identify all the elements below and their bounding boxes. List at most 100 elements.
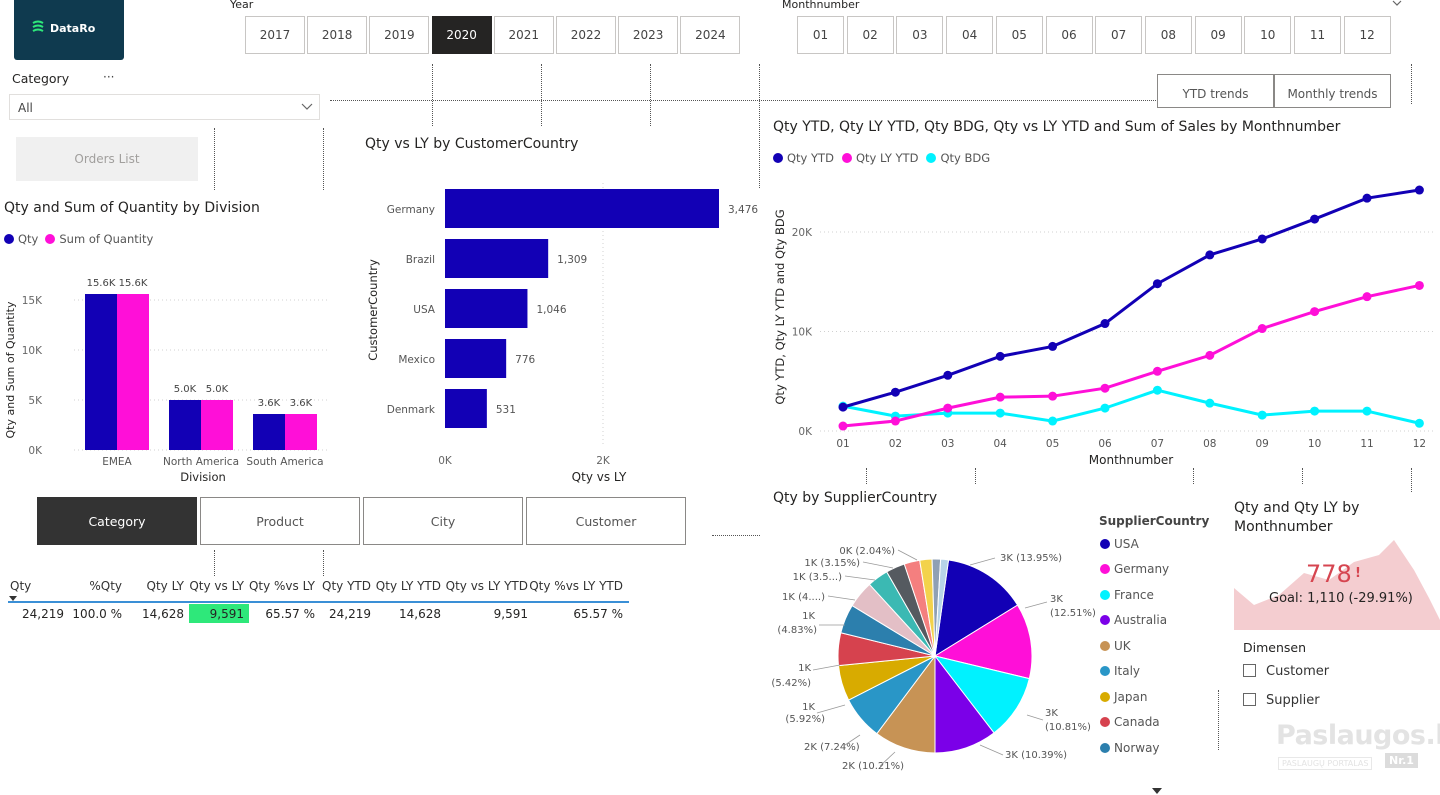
column-header[interactable]: Qty %vs LY xyxy=(248,579,315,593)
year-option-2018[interactable]: 2018 xyxy=(307,16,368,54)
data-point-qty-bdg[interactable] xyxy=(1100,403,1110,413)
month-option-03[interactable]: 03 xyxy=(896,16,944,54)
data-point-qty-bdg[interactable] xyxy=(1310,406,1320,416)
data-point-qty-bdg[interactable] xyxy=(1048,416,1058,426)
bar-sum-of-quantity[interactable] xyxy=(201,400,233,450)
legend-item-norway[interactable]: Norway xyxy=(1100,735,1169,761)
chevron-down-icon[interactable] xyxy=(1392,0,1402,6)
data-point-qty-ly-ytd[interactable] xyxy=(838,421,848,431)
legend-item-usa[interactable]: USA xyxy=(1100,531,1169,557)
legend-item-qty-bdg[interactable]: Qty BDG xyxy=(940,151,991,165)
data-point-qty-ly-ytd[interactable] xyxy=(1100,383,1110,393)
data-point-qty-ly-ytd[interactable] xyxy=(1205,350,1215,360)
data-point-qty-ly-ytd[interactable] xyxy=(1152,366,1162,376)
pie-slice-france[interactable] xyxy=(933,655,1030,734)
month-option-09[interactable]: 09 xyxy=(1194,16,1242,54)
legend-item-qty-ly-ytd[interactable]: Qty LY YTD xyxy=(855,151,919,165)
data-point-qty-bdg[interactable] xyxy=(1257,410,1267,420)
bar-qty[interactable] xyxy=(169,400,201,450)
data-point-qty-ytd[interactable] xyxy=(1048,341,1058,351)
legend-item-qty[interactable]: Qty xyxy=(18,232,39,246)
data-point-qty-bdg[interactable] xyxy=(1414,418,1424,428)
column-header[interactable]: Qty YTD xyxy=(322,579,371,593)
data-point-qty-ly-ytd[interactable] xyxy=(890,416,900,426)
more-options-icon[interactable]: ··· xyxy=(103,70,115,84)
data-point-qty-ly-ytd[interactable] xyxy=(995,392,1005,402)
pie-slice[interactable] xyxy=(934,558,950,657)
legend-item-japan[interactable]: Japan xyxy=(1100,684,1169,710)
legend-item-italy[interactable]: Italy xyxy=(1100,659,1169,685)
bar-qty-vs-ly[interactable] xyxy=(445,339,507,378)
data-point-qty-ytd[interactable] xyxy=(1257,234,1267,244)
data-point-qty-ytd[interactable] xyxy=(1100,319,1110,329)
data-point-qty-ly-ytd[interactable] xyxy=(1310,307,1320,317)
month-option-12[interactable]: 12 xyxy=(1343,16,1391,54)
data-point-qty-bdg[interactable] xyxy=(1152,385,1162,395)
column-header[interactable]: Qty xyxy=(10,579,32,593)
bar-qty-vs-ly[interactable] xyxy=(445,289,528,328)
legend-item-qty-ytd[interactable]: Qty YTD xyxy=(787,151,834,165)
data-point-qty-ytd[interactable] xyxy=(995,351,1005,361)
pie-slice-usa[interactable] xyxy=(934,559,1019,657)
legend-item-germany[interactable]: Germany xyxy=(1100,557,1169,583)
ytd-trends-button[interactable]: YTD trends xyxy=(1157,74,1274,108)
data-point-qty-bdg[interactable] xyxy=(1205,398,1215,408)
bar-qty-vs-ly[interactable] xyxy=(445,389,487,428)
data-point-qty-ly-ytd[interactable] xyxy=(1257,324,1267,334)
legend-item-uk[interactable]: UK xyxy=(1100,633,1169,659)
data-point-qty-ytd[interactable] xyxy=(1414,185,1424,195)
year-option-2020[interactable]: 2020 xyxy=(431,16,492,54)
tab-product[interactable]: Product xyxy=(200,497,360,545)
customer-option-label[interactable]: Customer xyxy=(1266,664,1330,679)
orders-list-button[interactable]: Orders List xyxy=(16,137,198,181)
data-point-qty-ly-ytd[interactable] xyxy=(1048,391,1058,401)
data-point-qty-ytd[interactable] xyxy=(1362,193,1372,203)
month-option-01[interactable]: 01 xyxy=(797,16,844,54)
month-option-11[interactable]: 11 xyxy=(1294,16,1341,54)
tab-city[interactable]: City xyxy=(363,497,523,545)
data-point-qty-ytd[interactable] xyxy=(1205,250,1215,260)
category-dropdown[interactable]: All xyxy=(9,94,320,120)
month-option-02[interactable]: 02 xyxy=(846,16,894,54)
pie-slice-germany[interactable] xyxy=(933,604,1033,680)
bar-qty-vs-ly[interactable] xyxy=(445,239,549,278)
customer-checkbox[interactable] xyxy=(1243,664,1256,677)
column-header[interactable]: Qty LY YTD xyxy=(375,579,441,593)
year-option-2017[interactable]: 2017 xyxy=(245,16,305,54)
tab-category[interactable]: Category xyxy=(37,497,197,545)
legend-item-france[interactable]: France xyxy=(1100,582,1169,608)
legend-item-sum-of-quantity[interactable]: Sum of Quantity xyxy=(59,232,154,246)
month-option-07[interactable]: 07 xyxy=(1095,16,1143,54)
month-option-05[interactable]: 05 xyxy=(995,16,1043,54)
bar-qty-vs-ly[interactable] xyxy=(445,189,719,228)
bar-sum-of-quantity[interactable] xyxy=(285,414,317,450)
column-header[interactable]: Qty vs LY xyxy=(189,579,244,593)
series-line-qty-ytd[interactable] xyxy=(842,188,1420,409)
year-option-2021[interactable]: 2021 xyxy=(493,16,554,54)
data-point-qty-ly-ytd[interactable] xyxy=(1362,292,1372,302)
month-option-06[interactable]: 06 xyxy=(1045,16,1093,54)
bar-sum-of-quantity[interactable] xyxy=(117,294,149,450)
data-point-qty-ytd[interactable] xyxy=(1310,214,1320,224)
month-option-08[interactable]: 08 xyxy=(1144,16,1192,54)
column-header[interactable]: Qty LY xyxy=(146,579,185,593)
data-point-qty-ytd[interactable] xyxy=(943,370,953,380)
supplier-option-label[interactable]: Supplier xyxy=(1266,693,1320,708)
year-option-2019[interactable]: 2019 xyxy=(369,16,430,54)
data-point-qty-bdg[interactable] xyxy=(1362,406,1372,416)
data-point-qty-ytd[interactable] xyxy=(890,387,900,397)
data-point-qty-ly-ytd[interactable] xyxy=(943,403,953,413)
column-header[interactable]: %Qty xyxy=(89,579,122,593)
month-option-10[interactable]: 10 xyxy=(1244,16,1292,54)
data-point-qty-bdg[interactable] xyxy=(995,408,1005,418)
data-point-qty-ytd[interactable] xyxy=(1152,279,1162,289)
legend-item-canada[interactable]: Canada xyxy=(1100,710,1169,736)
year-option-2022[interactable]: 2022 xyxy=(556,16,616,54)
data-point-qty-ytd[interactable] xyxy=(838,402,848,412)
bar-qty[interactable] xyxy=(85,294,117,450)
supplier-checkbox[interactable] xyxy=(1243,693,1256,706)
year-option-2024[interactable]: 2024 xyxy=(680,16,741,54)
bar-qty[interactable] xyxy=(253,414,285,450)
scroll-down-icon[interactable] xyxy=(1151,787,1163,795)
series-line-qty-bdg[interactable] xyxy=(842,388,1420,425)
